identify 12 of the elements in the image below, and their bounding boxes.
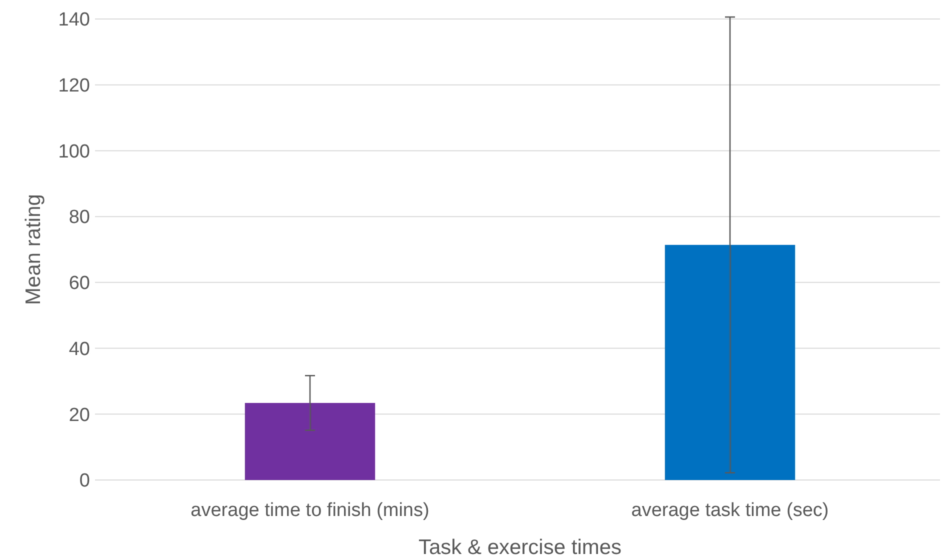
y-tick-label: 140 (58, 10, 90, 31)
y-tick-label: 0 (79, 470, 90, 492)
y-tick-label: 80 (68, 207, 90, 228)
x-tick-label: average task time (sec) (631, 500, 829, 521)
y-tick-label: 120 (58, 76, 90, 97)
y-tick-label: 20 (68, 404, 90, 426)
y-tick-label: 100 (58, 141, 90, 162)
x-axis-title: Task & exercise times (418, 536, 622, 559)
y-tick-label: 60 (68, 273, 90, 294)
x-tick-label: average time to finish (mins) (190, 500, 430, 521)
y-axis-title: Mean rating (22, 194, 45, 305)
y-tick-label: 40 (68, 338, 90, 360)
